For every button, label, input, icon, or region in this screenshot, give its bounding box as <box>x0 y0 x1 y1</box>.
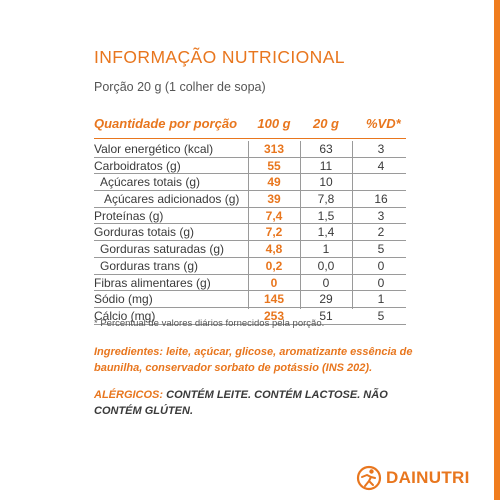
row-per100: 253 <box>263 308 285 323</box>
brand-logo: DAINUTRI <box>356 464 470 492</box>
row-per100: 39 <box>267 192 281 207</box>
row-label: Valor energético (kcal) <box>94 142 214 156</box>
header-per100: 100 g <box>257 116 291 131</box>
row-per20: 0 <box>322 275 330 290</box>
table-row: Açúcares adicionados (g) 39 7,8 16 <box>94 191 406 208</box>
row-per100: 145 <box>263 292 285 307</box>
row-label: Proteínas (g) <box>94 208 164 223</box>
table-row: Sódio (mg) 145 29 1 <box>94 291 406 308</box>
portion-size: Porção 20 g (1 colher de sopa) <box>94 80 266 94</box>
row-per20: 10 <box>319 175 333 190</box>
nutrition-table: Quantidade por porção 100 g 20 g %VD* Va… <box>94 113 406 325</box>
row-label: Carboidratos (g) <box>94 158 181 173</box>
table-row: Açúcares totais (g) 49 10 <box>94 174 406 192</box>
vd-footnote: * Percentual de valores diários fornecid… <box>94 318 325 329</box>
row-label: Gorduras saturadas (g) <box>100 242 225 257</box>
row-vd: 0 <box>377 258 385 273</box>
row-vd: 2 <box>377 225 385 240</box>
column-divider <box>248 141 249 309</box>
table-header: Quantidade por porção 100 g 20 g %VD* <box>94 113 406 135</box>
row-vd: 3 <box>377 208 385 223</box>
header-divider <box>94 138 406 139</box>
row-label: Cálcio (mg) <box>94 308 156 323</box>
row-vd: 3 <box>377 142 385 156</box>
table-row: Gorduras totais (g) 7,2 1,4 2 <box>94 224 406 242</box>
row-vd: 5 <box>377 308 385 323</box>
row-vd: 1 <box>377 292 385 307</box>
table-row: Gorduras trans (g) 0,2 0,0 0 <box>94 258 406 275</box>
row-per100: 4,8 <box>265 242 283 257</box>
row-per20: 51 <box>319 308 333 323</box>
row-label: Açúcares adicionados (g) <box>104 192 240 207</box>
row-per20: 1 <box>322 242 330 257</box>
row-label: Gorduras totais (g) <box>94 225 195 240</box>
row-per100: 7,2 <box>265 225 283 240</box>
row-label: Açúcares totais (g) <box>100 175 201 190</box>
row-vd: 5 <box>377 242 385 257</box>
table-row: Cálcio (mg) 253 51 5 <box>94 308 406 325</box>
row-per100: 0,2 <box>265 258 283 273</box>
table-row: Gorduras saturadas (g) 4,8 1 5 <box>94 241 406 258</box>
row-label: Fibras alimentares (g) <box>94 275 211 290</box>
row-vd: 0 <box>377 275 385 290</box>
ingredients-text: Ingredientes: leite, açúcar, glicose, ar… <box>94 346 413 374</box>
page-title: INFORMAÇÃO NUTRICIONAL <box>94 47 345 67</box>
row-per100: 55 <box>267 158 281 173</box>
table-row: Proteínas (g) 7,4 1,5 3 <box>94 208 406 225</box>
column-divider <box>352 141 353 309</box>
brand-name: DAINUTRI <box>386 468 470 487</box>
allergens-body: CONTÉM LEITE. CONTÉM LACTOSE. NÃO CONTÉM… <box>94 389 388 417</box>
row-per100: 313 <box>263 142 285 156</box>
table-body: Valor energético (kcal) 313 63 3 Carboid… <box>94 141 406 325</box>
table-row: Carboidratos (g) 55 11 4 <box>94 158 406 175</box>
row-per20: 0,0 <box>317 258 335 273</box>
accent-bar <box>494 0 500 500</box>
column-divider <box>300 141 301 309</box>
header-label: Quantidade por porção <box>94 116 238 131</box>
row-per100: 49 <box>267 175 281 190</box>
row-label: Sódio (mg) <box>94 292 153 307</box>
runner-logo-icon <box>356 465 382 491</box>
row-per100: 7,4 <box>265 208 283 223</box>
allergens-lead: ALÉRGICOS: <box>94 389 164 401</box>
row-per20: 63 <box>319 142 333 156</box>
row-vd: 16 <box>374 192 388 207</box>
row-per20: 11 <box>319 158 333 173</box>
row-per20: 1,4 <box>317 225 335 240</box>
row-per20: 1,5 <box>317 208 335 223</box>
allergens-text: ALÉRGICOS: CONTÉM LEITE. CONTÉM LACTOSE.… <box>94 387 414 419</box>
header-vd: %VD* <box>366 116 401 131</box>
row-per100: 0 <box>270 275 278 290</box>
row-label: Gorduras trans (g) <box>100 258 199 273</box>
table-row: Fibras alimentares (g) 0 0 0 <box>94 275 406 292</box>
row-per20: 7,8 <box>317 192 335 207</box>
header-per20: 20 g <box>312 116 339 131</box>
row-per20: 29 <box>319 292 333 307</box>
row-vd: 4 <box>377 158 385 173</box>
table-row: Valor energético (kcal) 313 63 3 <box>94 141 406 158</box>
